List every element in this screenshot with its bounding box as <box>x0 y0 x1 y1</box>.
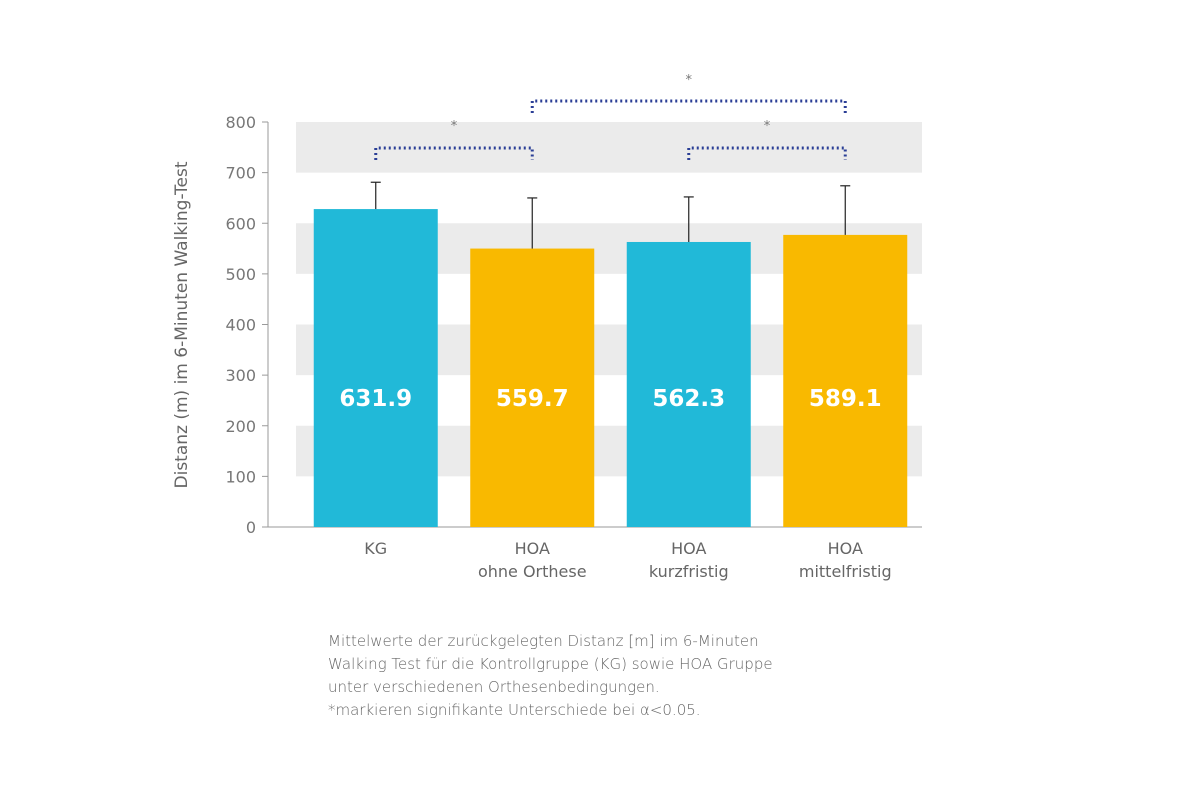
x-category-label: kurzfristig <box>649 562 729 581</box>
significance-bracket <box>374 146 534 160</box>
x-category-label: ohne Orthese <box>478 562 587 581</box>
figure-caption: Mittelwerte der zurückgelegten Distanz [… <box>328 630 948 722</box>
y-tick-label: 500 <box>225 265 256 284</box>
bars <box>313 209 908 528</box>
bar-value-label: 631.9 <box>339 386 412 412</box>
x-category-label: mittelfristig <box>799 562 892 581</box>
significance-bracket <box>687 146 847 160</box>
bar-value-label: 562.3 <box>652 386 725 412</box>
significance-star: * <box>764 119 771 134</box>
y-tick-label: 0 <box>246 518 256 537</box>
bar <box>470 248 595 527</box>
caption-line: unter verschiedenen Orthesenbedingungen. <box>328 678 660 696</box>
bar-chart: 0 100 200 300 400 500 600 700 800 * * * 631.9 559.7… <box>172 73 922 581</box>
significance-star: * <box>451 119 458 134</box>
significance-brackets: * * * <box>374 73 847 160</box>
bar <box>313 209 438 527</box>
caption-line: Walking Test für die Kontrollgruppe (KG)… <box>328 655 773 673</box>
significance-bracket <box>530 99 847 113</box>
y-tick-label: 700 <box>225 164 256 183</box>
caption-line: *markieren signifikante Unterschiede bei… <box>328 701 701 719</box>
y-tick-label: 100 <box>225 467 256 486</box>
y-tick-label: 400 <box>225 316 256 335</box>
y-tick-label: 600 <box>225 214 256 233</box>
y-axis-title: Distanz (m) im 6-Minuten Walking-Test <box>172 161 192 488</box>
value-labels: 631.9 559.7 562.3 589.1 <box>339 386 881 412</box>
x-category-label: KG <box>364 539 387 558</box>
error-bars <box>370 181 851 249</box>
y-tick-label: 200 <box>225 417 256 436</box>
bar <box>626 241 751 527</box>
caption-line: Mittelwerte der zurückgelegten Distanz [… <box>328 632 759 650</box>
bar <box>783 234 908 528</box>
x-category-label: HOA <box>828 539 863 558</box>
x-category-label: HOA <box>671 539 706 558</box>
x-category-label: HOA <box>515 539 550 558</box>
y-tick-label: 300 <box>225 366 256 385</box>
significance-star: * <box>686 73 693 88</box>
bar-value-label: 559.7 <box>496 386 569 412</box>
bar-value-label: 589.1 <box>809 386 882 412</box>
x-axis-labels: KG HOA ohne Orthese HOA kurzfristig HOA mittel… <box>364 539 891 581</box>
y-tick-label: 800 <box>225 113 256 132</box>
